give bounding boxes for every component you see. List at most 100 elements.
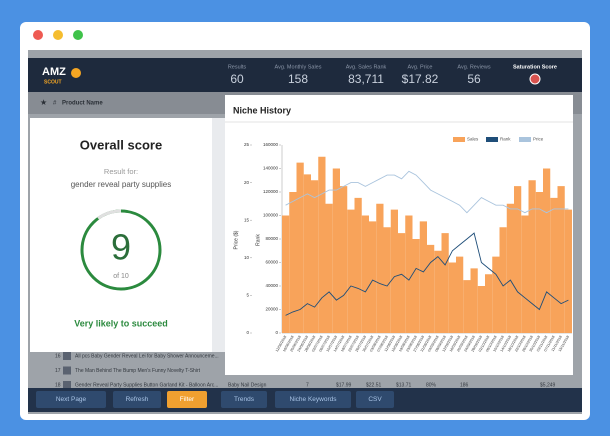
toolbar-label: Filter — [180, 396, 195, 403]
y2-tick-label: 120000 — [263, 189, 279, 194]
y2-axis-label: Rank — [255, 234, 261, 246]
toolbar-button[interactable] — [275, 391, 351, 408]
row-cell: 18 — [55, 382, 61, 388]
row-thumb — [63, 381, 71, 389]
y2-tick-label: 40000 — [265, 283, 278, 288]
stat-label: Saturation Score — [513, 64, 557, 70]
toolbar-button[interactable] — [221, 391, 267, 408]
bar — [340, 186, 348, 333]
y-tick-label: 20 — [244, 180, 250, 185]
legend-label: Sales — [467, 137, 479, 142]
toolbar-button[interactable] — [113, 391, 161, 408]
row-cell: 17 — [55, 368, 61, 374]
app-header — [28, 58, 582, 92]
minimize-dot[interactable] — [53, 30, 63, 40]
column-header: Product Name — [62, 101, 103, 107]
y-tick-label: 15 — [244, 217, 250, 222]
bar — [419, 221, 427, 333]
bar — [412, 239, 420, 333]
row-cell: Baby Nail Design — [228, 382, 267, 388]
y2-tick-label: 0 — [275, 330, 278, 335]
row-cell: $5,249 — [540, 382, 556, 388]
bar — [325, 203, 333, 333]
score-card — [30, 118, 212, 352]
y-tick-label: 5 — [246, 293, 249, 298]
y2-tick-label: 60000 — [265, 260, 278, 265]
stat-label: Results — [228, 64, 247, 70]
bar — [485, 274, 493, 333]
toolbar-button[interactable] — [356, 391, 394, 408]
row-thumb — [63, 366, 71, 375]
y-axis-label: Price ($) — [233, 230, 239, 249]
star-icon[interactable]: ★ — [40, 98, 47, 107]
row-cell: 186 — [460, 382, 469, 388]
stat-value: $17.82 — [402, 72, 439, 86]
legend-swatch — [519, 137, 531, 142]
score-title: Overall score — [80, 137, 162, 152]
score-ring-gap — [97, 209, 122, 220]
bar — [354, 197, 362, 333]
bar — [347, 209, 355, 333]
bar — [448, 262, 456, 333]
stat-label: Avg. Reviews — [457, 64, 490, 70]
legend-swatch — [453, 137, 465, 142]
row-cell: 80% — [426, 382, 437, 388]
result-for: Result for: — [104, 167, 138, 176]
line — [285, 170, 569, 214]
bar — [470, 268, 478, 333]
y2-tick-label: 20000 — [265, 307, 278, 312]
stat-value: 83,711 — [348, 72, 384, 86]
toolbar-button[interactable] — [167, 391, 207, 408]
bar — [506, 203, 514, 333]
score-value: 9 — [111, 227, 131, 268]
toolbar-label: Trends — [234, 396, 255, 403]
y2-tick-label: 80000 — [265, 236, 278, 241]
y2-tick-label: 100000 — [263, 213, 279, 218]
stat-label: Avg. Price — [408, 64, 433, 70]
bar — [405, 215, 413, 333]
bar — [441, 233, 449, 333]
y-tick-label: 10 — [244, 255, 250, 260]
bar — [383, 227, 391, 333]
line — [285, 232, 569, 316]
legend-label: Price — [533, 137, 544, 142]
stat-value: 56 — [467, 72, 481, 86]
row-cell: The Man Behind The Bump Men's Funny Nove… — [75, 368, 201, 374]
bar — [492, 256, 500, 333]
close-dot[interactable] — [33, 30, 43, 40]
bar — [289, 192, 297, 333]
bar — [369, 221, 377, 333]
stat-value: 60 — [230, 72, 244, 86]
bar — [311, 180, 319, 333]
query: gender reveal party supplies — [71, 180, 172, 189]
bar — [332, 168, 340, 333]
bar — [398, 233, 406, 333]
bar — [550, 197, 558, 333]
row-cell: $17.99 — [336, 382, 352, 388]
y2-tick-label: 140000 — [263, 166, 279, 171]
chart-title: Niche History — [233, 105, 291, 115]
row-cell: All pcs Baby Gender Reveal Lei for Baby … — [75, 353, 219, 359]
bar — [521, 215, 529, 333]
row-cell: 7 — [306, 382, 309, 388]
toolbar-label: Niche Keywords — [290, 396, 338, 403]
logo-sub: SCOUT — [44, 79, 62, 85]
legend-swatch — [486, 137, 498, 142]
bar — [318, 156, 326, 333]
bar — [477, 286, 485, 333]
bar — [499, 227, 507, 333]
maximize-dot[interactable] — [73, 30, 83, 40]
toolbar-label: Refresh — [126, 396, 149, 403]
bar — [390, 209, 398, 333]
bar — [528, 180, 536, 333]
bar — [427, 244, 435, 333]
bar — [463, 280, 471, 333]
toolbar-button[interactable] — [36, 391, 106, 408]
bar — [456, 256, 464, 333]
y2-tick-label: 160000 — [263, 142, 279, 147]
stat-label: Avg. Sales Rank — [346, 64, 387, 70]
bar — [543, 168, 551, 333]
bar — [434, 250, 442, 333]
